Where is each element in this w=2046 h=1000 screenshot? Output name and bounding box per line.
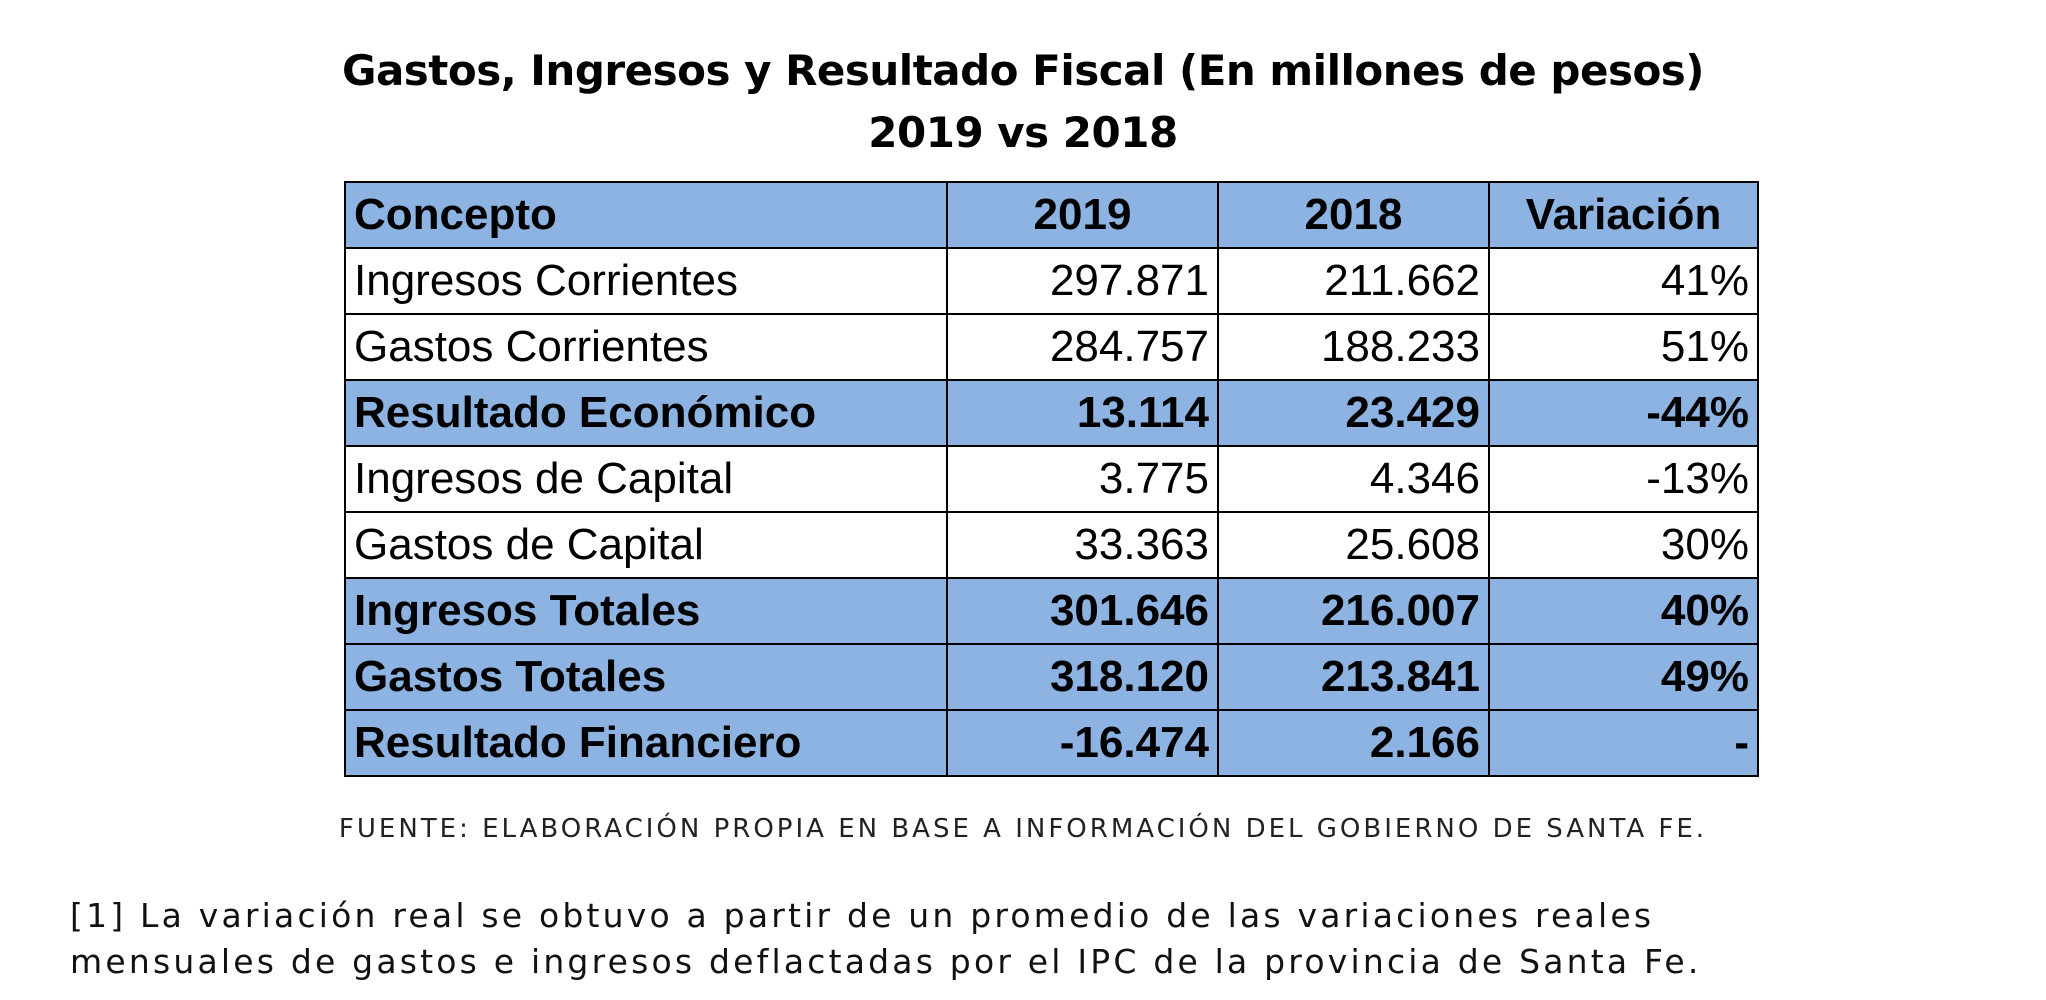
cell-2018: 213.841	[1217, 643, 1490, 711]
cell-2019: 301.646	[946, 577, 1219, 645]
cell-variacion: -13%	[1488, 445, 1759, 513]
cell-variacion: -	[1488, 709, 1759, 777]
cell-variacion: 41%	[1488, 247, 1759, 315]
footnote-line-1: [1] La variación real se obtuvo a partir…	[70, 896, 1655, 935]
cell-2019: 297.871	[946, 247, 1219, 315]
cell-2018: 4.346	[1217, 445, 1490, 513]
cell-concepto: Gastos de Capital	[344, 511, 948, 579]
table-row: Ingresos Corrientes 297.871 211.662 41%	[344, 247, 1759, 315]
footnote: [1] La variación real se obtuvo a partir…	[70, 893, 2010, 985]
cell-2019: 13.114	[946, 379, 1219, 447]
cell-concepto: Gastos Totales	[344, 643, 948, 711]
table-row: Resultado Económico 13.114 23.429 -44%	[344, 379, 1759, 447]
page-title: Gastos, Ingresos y Resultado Fiscal (En …	[341, 46, 1705, 95]
cell-variacion: 49%	[1488, 643, 1759, 711]
table-row: Gastos Totales 318.120 213.841 49%	[344, 643, 1759, 711]
footnote-line-2: mensuales de gastos e ingresos deflactad…	[70, 942, 1702, 981]
header-variacion: Variación	[1488, 181, 1759, 249]
cell-variacion: 51%	[1488, 313, 1759, 381]
header-2019: 2019	[946, 181, 1219, 249]
cell-2019: 284.757	[946, 313, 1219, 381]
cell-concepto: Gastos Corrientes	[344, 313, 948, 381]
cell-2019: 3.775	[946, 445, 1219, 513]
table-row: Resultado Financiero -16.474 2.166-	[344, 709, 1759, 777]
source-note: FUENTE: ELABORACIÓN PROPIA EN BASE A INF…	[338, 814, 1708, 844]
cell-concepto: Resultado Financiero	[344, 709, 948, 777]
cell-concepto: Resultado Económico	[344, 379, 948, 447]
table-row: Ingresos Totales 301.646 216.007 40%	[344, 577, 1759, 645]
cell-variacion: 40%	[1488, 577, 1759, 645]
cell-2018: 2.166	[1217, 709, 1490, 777]
table-row: Ingresos de Capital 3.775 4.346 -13%	[344, 445, 1759, 513]
table-header-row: Concepto 2019 2018 Variación	[344, 181, 1759, 249]
cell-2018: 25.608	[1217, 511, 1490, 579]
cell-concepto: Ingresos de Capital	[344, 445, 948, 513]
cell-2018: 188.233	[1217, 313, 1490, 381]
cell-2019: 33.363	[946, 511, 1219, 579]
page-subtitle: 2019 vs 2018	[868, 108, 1178, 157]
table-row: Gastos de Capital 33.363 25.608 30%	[344, 511, 1759, 579]
fiscal-table: Concepto 2019 2018 Variación Ingresos Co…	[344, 181, 1759, 777]
cell-2019: 318.120	[946, 643, 1219, 711]
table-row: Gastos Corrientes 284.757 188.233 51%	[344, 313, 1759, 381]
cell-concepto: Ingresos Corrientes	[344, 247, 948, 315]
cell-2018: 216.007	[1217, 577, 1490, 645]
cell-variacion: -44%	[1488, 379, 1759, 447]
cell-2018: 211.662	[1217, 247, 1490, 315]
header-concepto: Concepto	[344, 181, 948, 249]
cell-concepto: Ingresos Totales	[344, 577, 948, 645]
cell-2018: 23.429	[1217, 379, 1490, 447]
cell-variacion: 30%	[1488, 511, 1759, 579]
header-2018: 2018	[1217, 181, 1490, 249]
cell-2019: -16.474	[946, 709, 1219, 777]
